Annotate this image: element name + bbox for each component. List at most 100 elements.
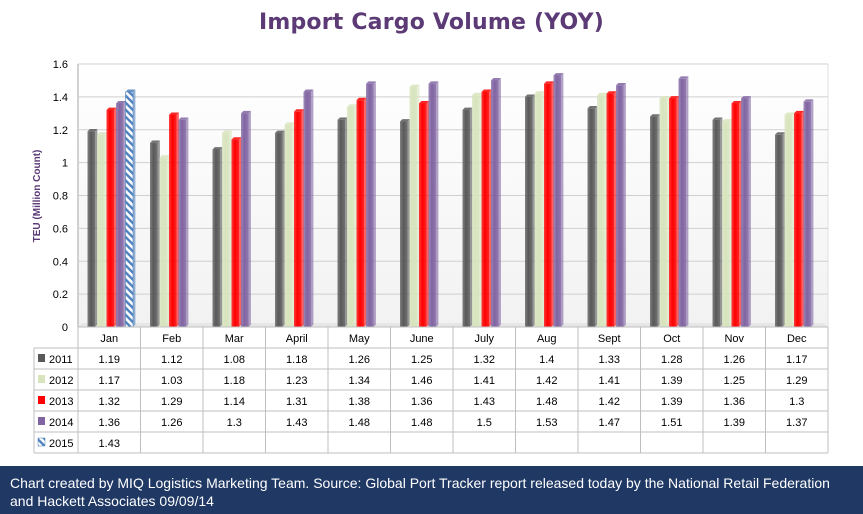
data-table-cell: 1.36	[99, 417, 120, 429]
data-table-cell: 1.19	[99, 354, 120, 366]
bar-2013-sept	[606, 91, 617, 328]
y-tick-label: 1.4	[53, 92, 68, 104]
data-table-cell: 1.42	[599, 396, 620, 408]
data-table-cell: 1.26	[161, 417, 182, 429]
bar-2013-dec	[794, 110, 804, 327]
x-category-label: Oct	[663, 333, 680, 345]
data-table-cell: 1.36	[724, 396, 745, 408]
legend-key-2013	[38, 396, 45, 404]
bar-2012-sept	[597, 92, 607, 327]
y-tick-label: 0	[62, 322, 68, 334]
data-table-cell: 1.48	[536, 396, 557, 408]
data-table-cell: 1.17	[786, 354, 807, 366]
bar-2011-feb	[150, 140, 160, 327]
bar-2011-june	[400, 119, 410, 327]
data-table-cell: 1.46	[411, 375, 432, 387]
data-table-cell: 1.48	[411, 417, 432, 429]
data-table-cell: 1.39	[661, 396, 682, 408]
legend-key-2012	[38, 375, 45, 383]
legend-entry: 2015	[49, 438, 73, 450]
bar-2014-april	[303, 89, 314, 327]
bar-2011-nov	[712, 117, 723, 327]
bar-2013-aug	[544, 81, 554, 327]
legend-key-2011	[38, 354, 45, 362]
bar-2011-oct	[650, 114, 660, 327]
bar-2013-mar	[231, 137, 242, 327]
bar-2013-may	[356, 97, 367, 327]
data-table-cell: 1.12	[161, 354, 182, 366]
y-tick-label: 0.6	[53, 223, 68, 235]
x-category-label: Feb	[162, 333, 181, 345]
x-category-label: July	[474, 333, 494, 345]
chart-title: Import Cargo Volume (YOY)	[258, 10, 605, 35]
data-table-cell: 1.37	[786, 417, 807, 429]
bar-2012-july	[472, 92, 482, 327]
legend-key-2015	[37, 437, 46, 447]
bar-2014-oct	[678, 76, 689, 327]
bar-2011-aug	[525, 94, 535, 327]
bar-2012-april	[284, 122, 295, 327]
data-table-cell: 1.3	[789, 396, 804, 408]
data-table-cell: 1.25	[724, 375, 745, 387]
data-table-cell: 1.43	[99, 438, 120, 450]
bar-2014-dec	[803, 99, 814, 328]
x-category-label: Mar	[225, 333, 244, 345]
legend-entry: 2014	[49, 417, 73, 429]
data-table-cell: 1.43	[474, 396, 495, 408]
x-category-label: May	[349, 333, 370, 345]
bar-2014-nov	[741, 96, 751, 328]
bar-2011-jan	[87, 128, 98, 327]
data-table-cell: 1.18	[286, 354, 307, 366]
bar-2015-jan	[125, 89, 136, 328]
bar-2012-jan	[97, 132, 107, 327]
bar-2011-july	[462, 107, 473, 328]
bar-2014-sept	[616, 82, 626, 328]
bar-2012-dec	[784, 112, 795, 328]
bar-2012-june	[409, 84, 420, 327]
bar-2012-aug	[534, 91, 545, 328]
y-tick-label: 1	[62, 158, 68, 170]
bar-2014-june	[428, 81, 439, 327]
data-table-cell: 1.14	[224, 396, 245, 408]
data-table-cell: 1.4	[539, 354, 554, 366]
data-table-cell: 1.34	[349, 375, 370, 387]
x-category-label: April	[286, 333, 308, 345]
x-category-label: Jan	[100, 333, 118, 345]
bar-2012-feb	[159, 155, 170, 327]
data-table-cell: 1.38	[349, 396, 370, 408]
data-table-cell: 1.41	[599, 375, 620, 387]
data-table-cell: 1.47	[599, 417, 620, 429]
data-table-cell: 1.36	[411, 396, 432, 408]
data-table-cell: 1.03	[161, 375, 182, 387]
data-table-cell: 1.53	[536, 417, 557, 429]
bar-2011-sept	[587, 105, 598, 327]
data-table-cell: 1.5	[477, 417, 492, 429]
data-table-cell: 1.26	[724, 354, 745, 366]
bar-2011-dec	[775, 132, 785, 327]
data-table-cell: 1.43	[286, 417, 307, 429]
data-table-cell: 1.28	[661, 354, 682, 366]
data-table-cell: 1.17	[99, 375, 120, 387]
legend-entry: 2012	[49, 375, 73, 387]
bar-2012-oct	[659, 96, 670, 328]
x-category-label: Sept	[598, 333, 621, 345]
bar-2011-mar	[212, 147, 223, 327]
data-table-cell: 1.32	[474, 354, 495, 366]
bar-2014-aug	[553, 73, 564, 327]
legend-key-2014	[38, 417, 45, 425]
bar-2013-jan	[106, 107, 117, 328]
data-table-cell: 1.18	[224, 375, 245, 387]
data-table-cell: 1.51	[661, 417, 682, 429]
bar-2012-may	[347, 104, 357, 328]
data-table-cell: 1.39	[661, 375, 682, 387]
x-category-label: Nov	[724, 333, 744, 345]
bar-2012-nov	[722, 119, 732, 327]
y-axis-label: TEU (Million Count)	[32, 150, 43, 243]
legend-entry: 2011	[49, 354, 73, 366]
bar-2014-july	[491, 78, 501, 327]
bar-2013-april	[294, 109, 304, 327]
bar-2012-mar	[222, 130, 232, 327]
data-table-cell: 1.08	[224, 354, 245, 366]
data-table-cell: 1.3	[227, 417, 242, 429]
data-table-cell: 1.39	[724, 417, 745, 429]
